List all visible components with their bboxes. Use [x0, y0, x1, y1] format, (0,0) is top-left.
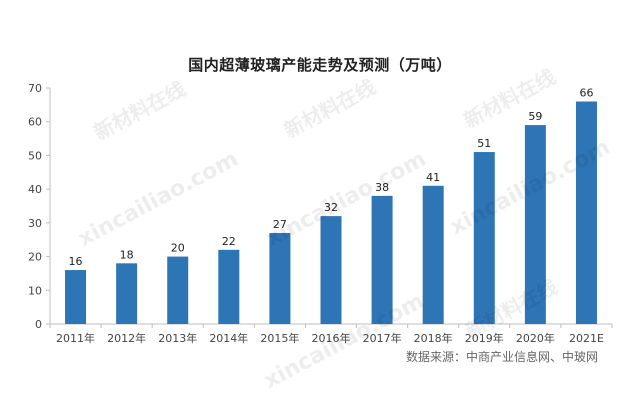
bars — [65, 101, 597, 324]
data-label: 51 — [477, 137, 491, 150]
x-tick-label: 2020年 — [516, 331, 555, 345]
data-label: 22 — [222, 235, 236, 248]
data-labels: 16 18 20 22 27 32 38 41 51 59 66 — [69, 86, 594, 268]
data-label: 16 — [69, 255, 83, 268]
bar — [269, 232, 291, 324]
x-tick-label: 2017年 — [363, 331, 402, 345]
y-tick-label: 20 — [28, 251, 42, 264]
x-tick-label: 2011年 — [56, 331, 95, 345]
bar — [65, 270, 87, 324]
bar — [473, 152, 495, 324]
source-note: 数据来源：中商产业信息网、中玻网 — [405, 350, 598, 364]
data-label: 20 — [171, 242, 185, 255]
data-label: 59 — [528, 110, 542, 123]
data-label: 66 — [579, 86, 593, 99]
data-label: 38 — [375, 181, 389, 194]
bar — [218, 249, 240, 324]
bar — [320, 216, 342, 324]
bar — [167, 256, 189, 324]
bar — [422, 185, 444, 324]
y-tick-label: 50 — [28, 149, 42, 162]
x-tick-label: 2019年 — [465, 331, 504, 345]
x-tick-label: 2012年 — [107, 331, 146, 345]
x-tick-label: 2018年 — [414, 331, 453, 345]
data-label: 32 — [324, 201, 338, 214]
y-tick-label: 40 — [28, 183, 42, 196]
y-tick-label: 70 — [28, 82, 42, 95]
x-tick-label: 2015年 — [260, 331, 299, 345]
y-tick-label: 10 — [28, 284, 42, 297]
x-tick-label: 2014年 — [209, 331, 248, 345]
x-tick-label: 2021E — [569, 332, 604, 345]
bar — [371, 195, 393, 324]
x-tick-label: 2016年 — [312, 331, 351, 345]
chart-title: 国内超薄玻璃产能走势及预测（万吨） — [188, 56, 452, 74]
x-tick-label: 2013年 — [158, 331, 197, 345]
y-tick-label: 60 — [28, 116, 42, 129]
axes: 0 10 20 30 40 50 60 70 2011年 2012年 2013年 2014年 2015年… — [28, 82, 613, 345]
y-tick-label: 0 — [35, 318, 42, 331]
data-label: 41 — [426, 171, 440, 184]
bar — [575, 101, 597, 324]
data-label: 27 — [273, 218, 287, 231]
bar — [524, 125, 546, 324]
data-label: 18 — [120, 248, 134, 261]
bar — [116, 263, 138, 324]
y-tick-label: 30 — [28, 217, 42, 230]
